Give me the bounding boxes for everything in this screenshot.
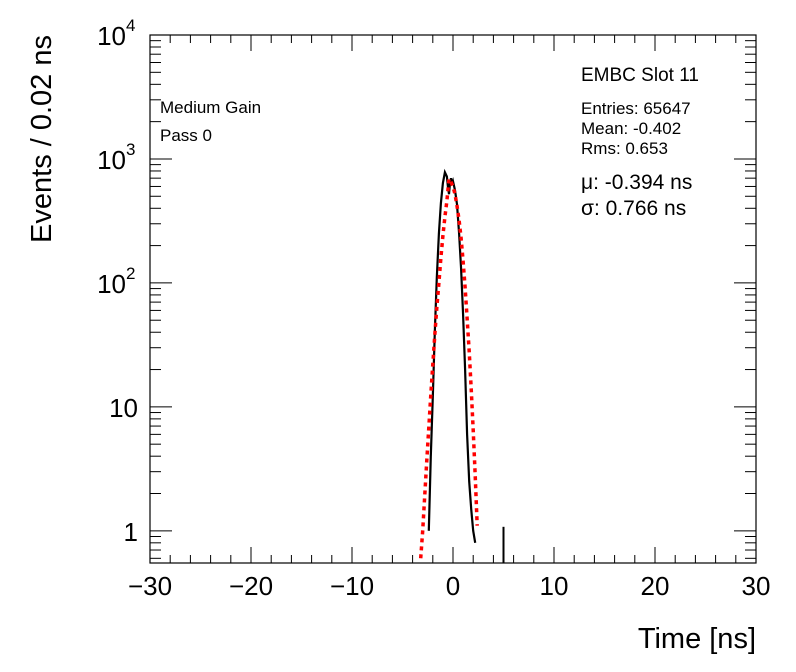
stats-title: EMBC Slot 11 [581,65,699,86]
stats-mean: Mean: -0.402 [581,119,681,138]
pass-label: Pass 0 [160,126,212,145]
x-tick-labels: −30 −20 −10 0 10 20 30 [128,571,771,601]
x-tick-label: 20 [641,571,670,601]
x-tick-label: −20 [229,571,273,601]
axis-ticks [149,34,757,563]
x-tick-label: 0 [446,571,460,601]
y-axis-title: Events / 0.02 ns [26,35,58,243]
x-axis-title: Time [ns] [638,623,756,655]
y-tick-label: 10 [97,269,126,299]
x-tick-label: 30 [742,571,771,601]
y-tick-exponent: 3 [126,140,135,159]
stats-entries: Entries: 65647 [581,99,691,118]
stats-rms: Rms: 0.653 [581,139,668,158]
x-tick-label: 10 [540,571,569,601]
x-tick-label: −30 [128,571,172,601]
y-tick-label: 1 [124,517,138,547]
x-tick-label: −10 [330,571,374,601]
histogram-line [427,168,477,543]
y-tick-exponent: 4 [126,16,135,35]
fit-sigma: σ: 0.766 ns [581,197,686,220]
data-series [418,168,505,563]
y-tick-label: 10 [97,145,126,175]
gaussian-fit-line [418,173,479,559]
gain-label: Medium Gain [160,98,261,117]
fit-mu: μ: -0.394 ns [581,171,692,194]
y-tick-exponent: 2 [126,264,135,283]
y-tick-label: 10 [97,21,126,51]
y-tick-label: 10 [109,393,138,423]
